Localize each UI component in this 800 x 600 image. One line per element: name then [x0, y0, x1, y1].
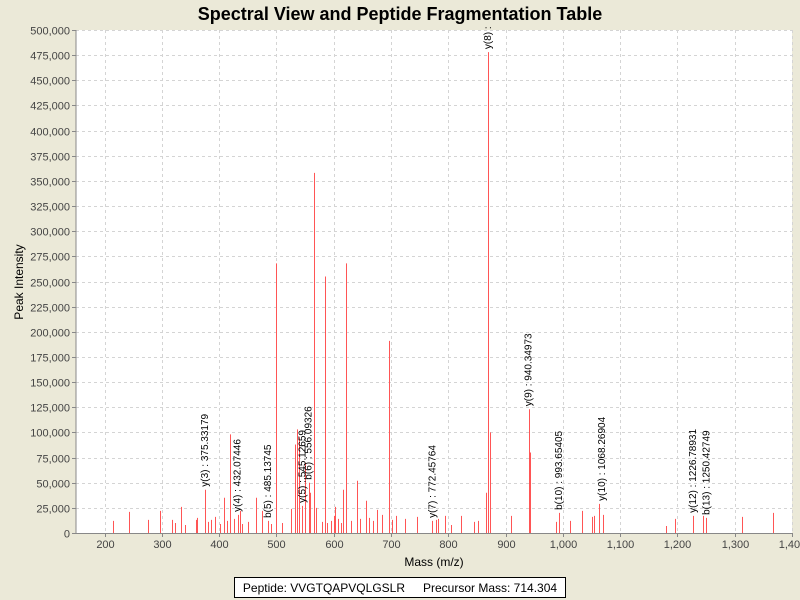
- peak-annotation: y(4) : 432.07446: [233, 439, 244, 512]
- x-tick-label: 1,200: [664, 539, 692, 551]
- x-tick-label: 900: [497, 539, 515, 551]
- grid-lines: [76, 30, 793, 533]
- y-tick-label: 375,000: [30, 152, 70, 164]
- y-tick-label: 250,000: [30, 278, 70, 290]
- y-tick-label: 125,000: [30, 403, 70, 415]
- peak-annotation: y(5) : 545.12659: [297, 430, 308, 503]
- y-tick-label: 450,000: [30, 76, 70, 88]
- peak-annotation: y(10) : 1068.26904: [597, 416, 608, 500]
- x-tick-label: 1,300: [722, 539, 750, 551]
- axes-layer: [75, 30, 792, 534]
- peak-annotation: b(13) : 1250.42749: [701, 430, 712, 515]
- y-axis-ticks: 0 25,000 50,000 75,000 100,000 125,000 150,000…: [30, 26, 76, 541]
- x-tick-label: 1,100: [607, 539, 635, 551]
- y-tick-label: 100,000: [30, 428, 70, 440]
- y-tick-label: 500,000: [30, 26, 70, 38]
- peak-annotation: y(9) : 940.34973: [524, 333, 535, 406]
- y-tick-label: 50,000: [36, 479, 70, 491]
- x-tick-label: 800: [439, 539, 457, 551]
- peptide-label: Peptide: VVGTQAPVQLGSLR: [242, 580, 405, 595]
- x-tick-label: 400: [210, 539, 228, 551]
- y-tick-label: 150,000: [30, 378, 70, 390]
- peptide-info-box: Peptide: VVGTQAPVQLGSLR Precursor Mass: …: [234, 577, 566, 598]
- peaks-layer: [113, 52, 774, 533]
- peak-annotation: y(7) : 772.45764: [428, 445, 439, 518]
- y-tick-label: 300,000: [30, 227, 70, 239]
- y-tick-label: 225,000: [30, 303, 70, 315]
- x-tick-label: 600: [325, 539, 343, 551]
- peak-annotation: y(3) : 375.33179: [200, 413, 211, 486]
- y-tick-label: 25,000: [36, 504, 70, 516]
- precursor-mass-label: Precursor Mass: 714.304: [423, 580, 558, 595]
- y-tick-label: 425,000: [30, 101, 70, 113]
- y-tick-label: 175,000: [30, 353, 70, 365]
- x-axis-label: Mass (m/z): [404, 555, 463, 569]
- annotations-layer: y(3) : 375.33179 y(4) : 432.07446 b(5) : 4…: [200, 26, 712, 518]
- x-tick-label: 200: [96, 539, 114, 551]
- y-tick-label: 400,000: [30, 127, 70, 139]
- y-tick-label: 200,000: [30, 328, 70, 340]
- peak-annotation: y(8) :: [483, 26, 494, 49]
- x-tick-label: 300: [153, 539, 171, 551]
- peak-annotation: b(10) : 993.65405: [554, 430, 565, 509]
- plot-area: [76, 30, 792, 533]
- x-tick-label: 1,400: [779, 539, 800, 551]
- y-tick-label: 325,000: [30, 202, 70, 214]
- peak-annotation: b(5) : 485.13745: [263, 444, 274, 518]
- peak-annotation: b(6) : 556.09326: [304, 406, 315, 480]
- y-axis-label: Peak Intensity: [12, 244, 26, 319]
- x-tick-label: 1,000: [550, 539, 578, 551]
- y-tick-label: 350,000: [30, 177, 70, 189]
- x-axis-ticks: 200 300 400 500 600 700 800 900 1,000 1,100 1,200 1…: [96, 533, 800, 551]
- y-tick-label: 275,000: [30, 252, 70, 264]
- peak-annotation: y(12) : 1226.78931: [688, 429, 699, 513]
- y-tick-label: 75,000: [36, 454, 70, 466]
- chart-title: Spectral View and Peptide Fragmentation …: [198, 4, 602, 24]
- y-tick-label: 0: [64, 529, 70, 541]
- x-tick-label: 500: [267, 539, 285, 551]
- y-tick-label: 475,000: [30, 51, 70, 63]
- x-tick-label: 700: [382, 539, 400, 551]
